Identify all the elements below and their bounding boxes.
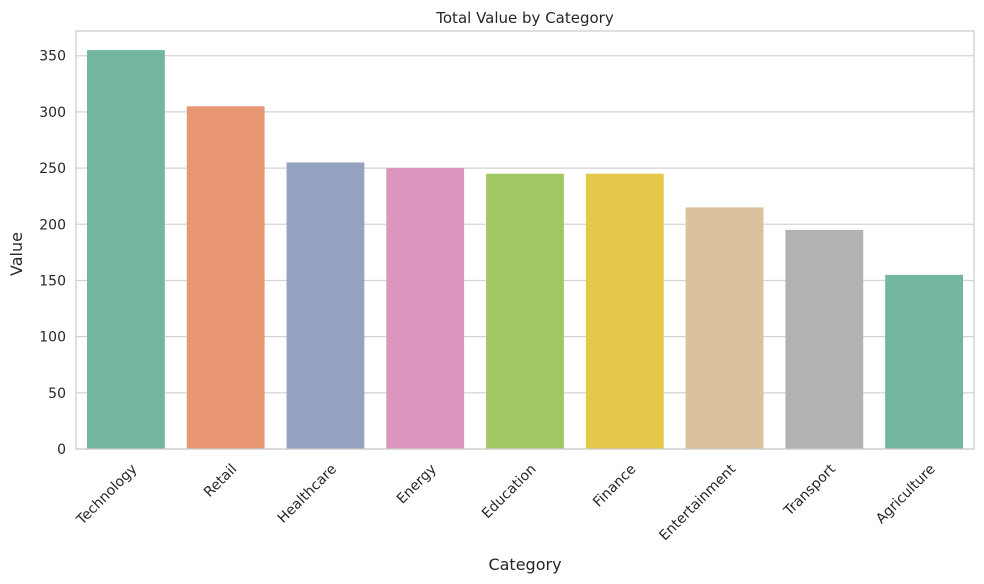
bar-transport — [785, 229, 864, 449]
bar-technology — [86, 50, 165, 450]
x-tick-label-retail: Retail — [201, 461, 240, 500]
x-tick-label-technology: Technology — [73, 461, 140, 528]
bars — [86, 50, 964, 450]
x-tick-label-energy: Energy — [394, 461, 440, 507]
y-tick-label: 0 — [57, 442, 66, 458]
y-tick-labels: 0 50 100 150 200 250 300 350 — [39, 49, 66, 458]
x-tick-label-transport: Transport — [780, 461, 839, 520]
y-tick-label: 250 — [39, 161, 66, 177]
bar-healthcare — [286, 162, 365, 449]
chart-title: Total Value by Category — [435, 9, 614, 27]
y-tick-label: 50 — [48, 386, 66, 402]
x-tick-labels: Technology Retail Healthcare Energy Educatio… — [73, 461, 939, 544]
y-tick-label: 350 — [39, 49, 66, 65]
x-tick-label-healthcare: Healthcare — [275, 461, 340, 526]
y-tick-label: 100 — [39, 330, 66, 346]
x-tick-label-finance: Finance — [590, 461, 639, 510]
y-tick-label: 200 — [39, 217, 66, 233]
y-tick-label: 300 — [39, 105, 66, 121]
plot-frame — [75, 30, 975, 450]
x-tick-label-agriculture: Agriculture — [873, 461, 939, 527]
bar-energy — [386, 168, 465, 449]
x-tick-label-education: Education — [479, 461, 540, 522]
y-tick-label: 150 — [39, 273, 66, 289]
bar-entertainment — [685, 207, 764, 449]
y-axis-label: Value — [7, 232, 26, 276]
bar-finance — [585, 173, 664, 450]
x-tick-label-entertainment: Entertainment — [656, 461, 739, 544]
x-axis-label: Category — [488, 555, 561, 574]
bar-retail — [186, 106, 265, 449]
bar-education — [486, 173, 564, 450]
bar-agriculture — [885, 274, 964, 449]
